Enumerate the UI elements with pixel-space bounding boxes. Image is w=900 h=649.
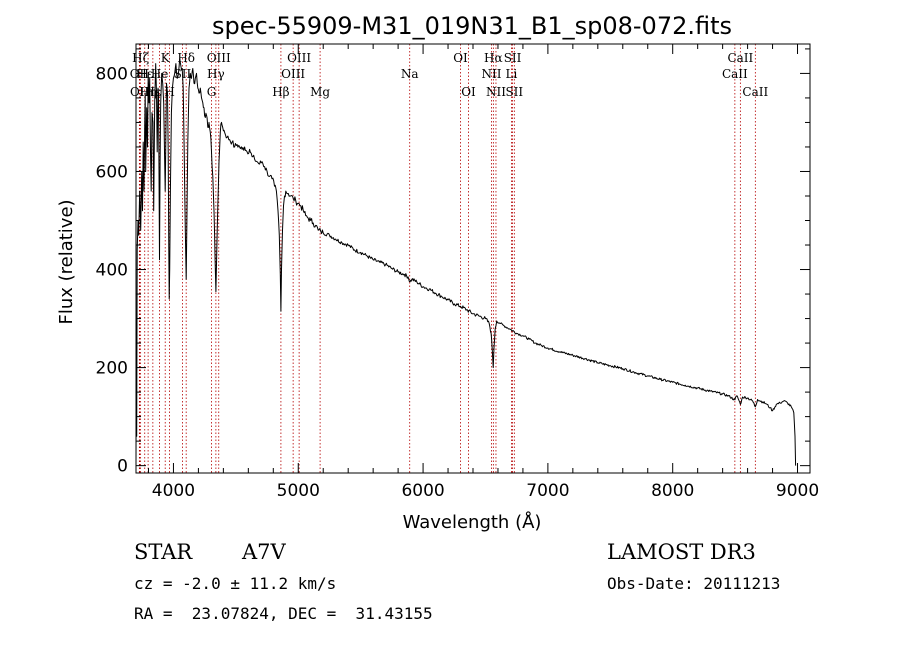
y-tick-label: 0 (117, 457, 128, 477)
spectral-line-label: CaII (727, 51, 753, 65)
spectral-line-label: Hε (136, 67, 153, 81)
spectral-line-label: SII (504, 51, 522, 65)
x-tick-label: 9000 (776, 481, 819, 501)
chart-title: spec-55909-M31_019N31_B1_sp08-072.fits (212, 12, 732, 40)
y-axis-label: Flux (relative) (56, 199, 77, 324)
redshift-info: cz = -2.0 ± 11.2 km/s (134, 574, 337, 593)
y-tick-label: 600 (96, 162, 128, 182)
spectral-line-label: Hδ (177, 51, 195, 65)
spectral-line-label: G (207, 85, 217, 99)
y-tick-label: 400 (96, 261, 128, 281)
spectral-line-label: OIII (281, 67, 305, 81)
spectral-line-label: Mg (310, 85, 330, 99)
object-subclass: A7V (242, 540, 286, 564)
spectral-line-label: OI (453, 51, 468, 65)
spectral-line-label: CaII (722, 67, 748, 81)
spectral-line-label: H (164, 85, 174, 99)
spectral-line-label: Li (506, 67, 518, 81)
spectral-line-label: OI (461, 85, 476, 99)
spectrum-line (135, 58, 797, 466)
x-tick-label: 5000 (277, 481, 320, 501)
spectral-line-label: NII (481, 67, 501, 81)
survey-name: LAMOST DR3 (607, 540, 756, 564)
x-tick-label: 6000 (401, 481, 444, 501)
plot-frame (135, 43, 811, 474)
spectral-line-label: Hα (484, 51, 503, 65)
spectral-line-label: OII (130, 67, 150, 81)
spectral-line-label: K (161, 51, 171, 65)
y-tick-label: 800 (96, 64, 128, 84)
x-tick-label: 4000 (152, 481, 195, 501)
spectral-line-label: NII (486, 85, 506, 99)
object-class: STAR (134, 540, 193, 564)
spectral-line-label: Hγ (207, 67, 225, 81)
spectral-line-label: Hβ (272, 85, 289, 99)
obs-date: Obs-Date: 20111213 (607, 574, 781, 593)
coordinates: RA = 23.07824, DEC = 31.43155 (134, 604, 433, 623)
spectral-line-label: OIII (287, 51, 311, 65)
x-axis-label: Wavelength (Å) (403, 511, 542, 533)
spectral-line-label: CaII (742, 85, 768, 99)
y-tick-label: 200 (96, 359, 128, 379)
spectral-line-label: Hζ (132, 51, 149, 65)
spectral-line-label: OIII (207, 51, 231, 65)
spectral-line-label: SII (505, 85, 523, 99)
spectral-line-label: He (151, 67, 169, 81)
x-tick-label: 7000 (526, 481, 569, 501)
spectral-line-label: OII (130, 85, 150, 99)
spectrum-series (135, 58, 797, 466)
x-tick-label: 8000 (651, 481, 694, 501)
spectral-line-markers (138, 44, 756, 473)
spectral-line-label: Na (401, 67, 419, 81)
axis-ticks: 4000 5000 6000 7000 8000 9000 0 200 400 600 800 (96, 44, 819, 501)
